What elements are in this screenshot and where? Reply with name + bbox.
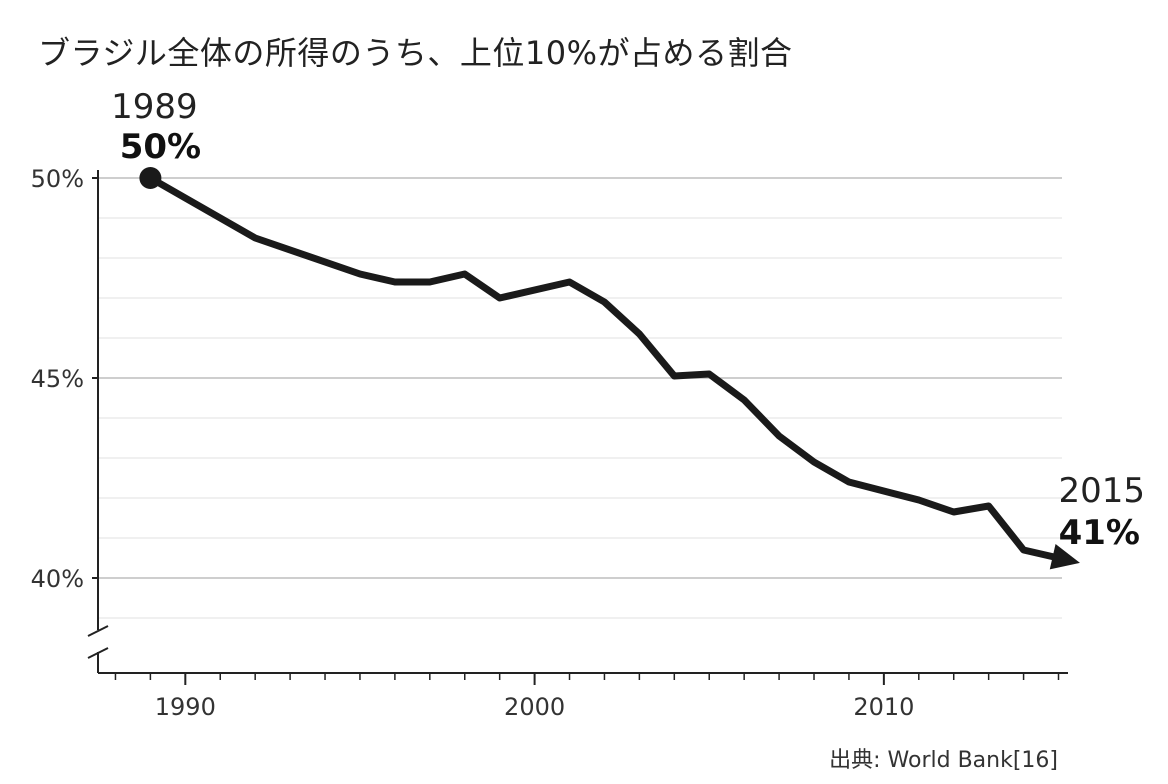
annotation-value-label: 41% [1059,513,1140,553]
grid-layer [98,177,1062,619]
series-line [148,174,1060,562]
y-tick-label: 50% [31,165,84,193]
annotation-year-label: 2015 [1058,471,1145,511]
chart-title: ブラジル全体の所得のうち、上位10%が占める割合 [38,34,793,72]
x-tick-label: 2000 [504,693,565,721]
x-tick-label: 2010 [853,693,914,721]
x-tick-label: 1990 [155,693,216,721]
axis-layer: 50% 45% 40% 1990 2000 2010 [31,165,1068,721]
y-tick-label: 45% [31,365,84,393]
source-note: 出典: World Bank[16] [829,748,1058,773]
annotation-year-label: 1989 [111,87,198,127]
start-point-marker [139,167,162,189]
series-layer [148,174,1060,562]
axis-break-mark [87,625,109,637]
annotation-value-label: 50% [120,127,201,167]
axis-break-mark [87,647,109,659]
y-tick-label: 40% [31,565,84,593]
end-arrow-marker [1049,543,1080,570]
